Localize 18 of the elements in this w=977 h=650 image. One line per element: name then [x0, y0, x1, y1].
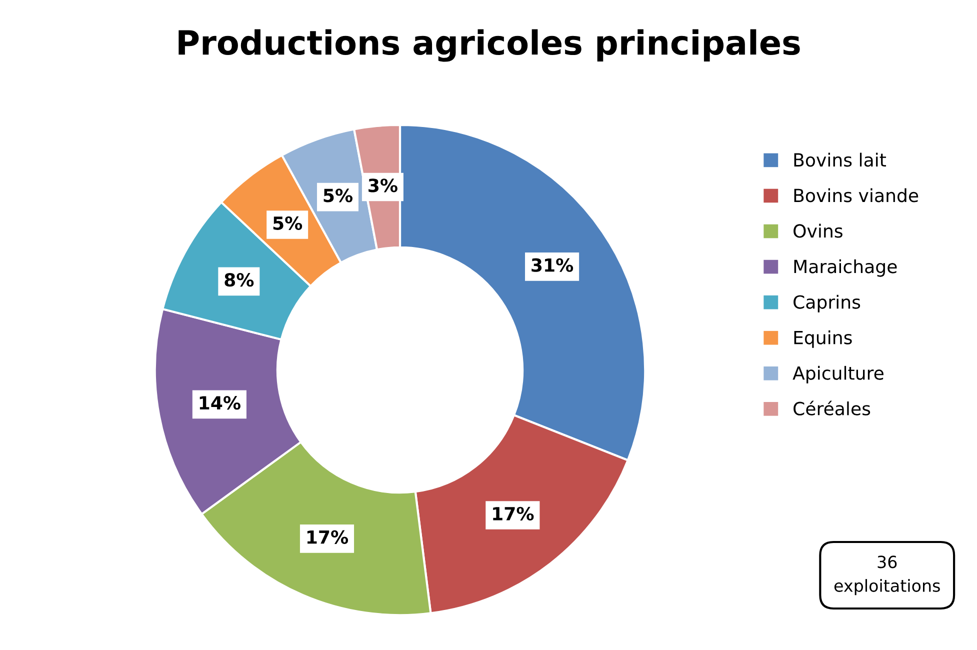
data-label: 5%: [273, 216, 302, 230]
legend-label: Céréales: [794, 400, 870, 416]
legend-label: Apiculture: [792, 366, 884, 384]
data-label: 17%: [307, 530, 348, 544]
data-label: 17%: [493, 506, 534, 520]
data-label: 3%: [368, 178, 398, 192]
legend-label: Caprins: [794, 294, 860, 312]
legend-label: Bovins lait: [794, 152, 886, 167]
legend-label: Bovins viande: [794, 188, 918, 202]
data-label: 5%: [324, 188, 352, 202]
chart-title: Productions agricoles principales: [178, 29, 800, 62]
data-label: 8%: [224, 273, 254, 287]
text: 36 exploitations: [834, 556, 940, 596]
legend-label: Ovins: [794, 224, 842, 238]
data-label: 31%: [532, 258, 574, 272]
legend-label: Equins: [794, 330, 852, 348]
data-label: 14%: [200, 396, 240, 410]
legend-label: Maraichage: [794, 259, 897, 277]
